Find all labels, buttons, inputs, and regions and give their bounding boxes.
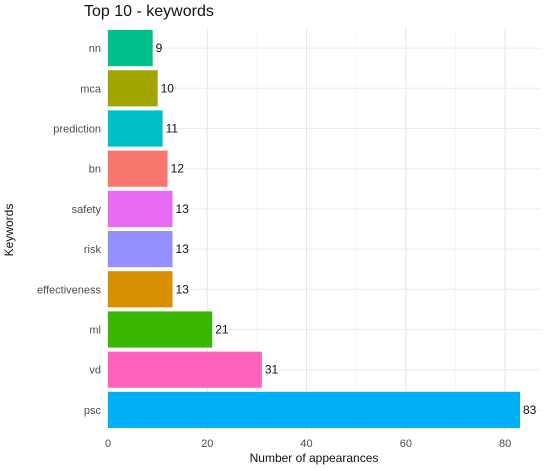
bar-risk [108,231,173,268]
y-tick-labels: nn mca prediction bn safety risk effectiveness… [37,43,102,417]
y-tick-label-effectiveness: effectiveness [37,284,102,296]
value-label-bn: 12 [171,162,185,176]
value-label-ml: 21 [215,323,229,337]
y-tick-label-mca: mca [80,83,102,95]
bars: 9 10 11 12 13 13 13 21 31 83 [108,30,537,428]
value-label-vd: 31 [265,363,279,377]
grid [107,28,541,430]
y-tick-label-risk: risk [84,244,102,256]
bar-psc [108,391,520,428]
value-label-effectiveness: 13 [176,282,190,296]
y-tick-label-psc: psc [84,405,102,417]
bar-safety [108,190,173,227]
bar-mca [108,70,158,107]
bar-nn [108,30,153,67]
y-tick-label-ml: ml [89,325,101,337]
y-tick-label-bn: bn [89,164,101,176]
x-tick-label: 0 [105,438,111,450]
bar-effectiveness [108,271,173,308]
y-axis-title: Keywords [2,204,16,257]
bar-ml [108,311,213,348]
bar-bn [108,150,168,187]
value-label-risk: 13 [176,242,190,256]
value-label-nn: 9 [156,41,163,55]
bar-vd [108,351,262,388]
bar-prediction [108,110,163,147]
y-tick-label-nn: nn [89,43,101,55]
x-tick-label: 40 [300,438,312,450]
x-tick-label: 20 [201,438,213,450]
value-label-mca: 10 [161,81,175,95]
x-tick-label: 80 [499,438,511,450]
y-tick-label-vd: vd [89,365,101,377]
value-label-safety: 13 [176,202,190,216]
y-tick-label-safety: safety [72,204,102,216]
x-tick-labels: 0 20 40 60 80 [105,438,511,450]
x-tick-label: 60 [400,438,412,450]
value-label-psc: 83 [523,403,537,417]
y-tick-label-prediction: prediction [53,124,101,136]
value-label-prediction: 11 [166,122,179,136]
chart-title: Top 10 - keywords [84,3,214,20]
x-axis-title: Number of appearances [250,451,379,465]
